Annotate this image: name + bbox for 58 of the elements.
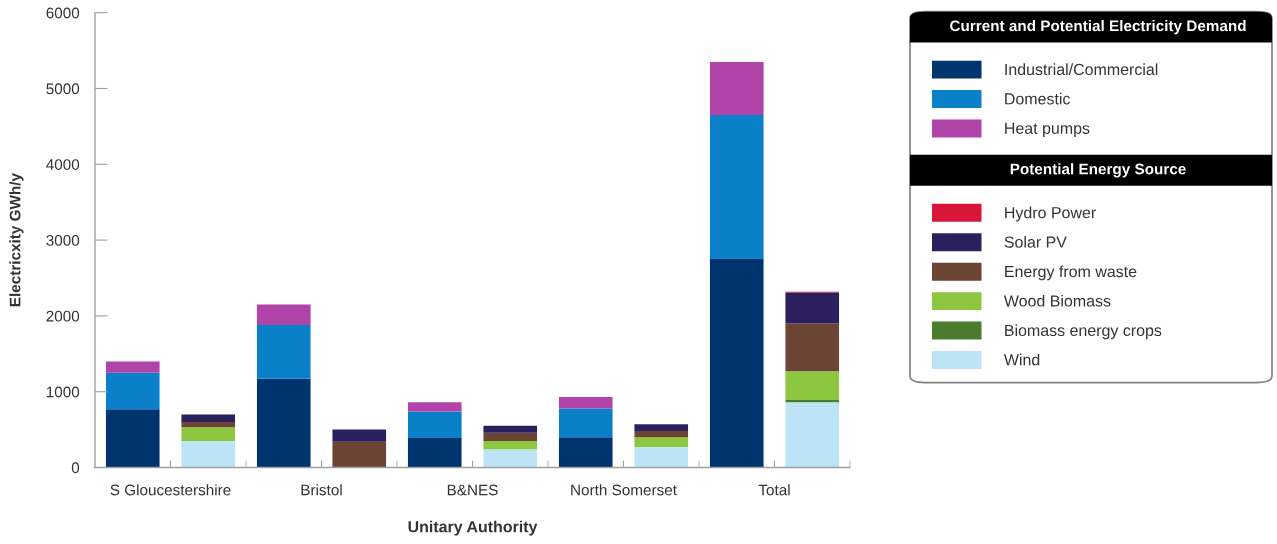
bar <box>785 323 840 372</box>
bar <box>483 440 538 450</box>
bar <box>558 437 613 468</box>
x-tick-label: S Gloucestershire <box>110 484 231 496</box>
legend-label: Wind <box>1003 353 1040 366</box>
bar <box>256 325 311 379</box>
bar <box>256 378 311 468</box>
legend-label: Biomass energy crops <box>1005 324 1162 340</box>
bar <box>634 431 689 438</box>
x-tick-label: North Somerset <box>571 484 677 496</box>
bar <box>407 411 462 438</box>
y-tick-label: 5000 <box>46 83 80 95</box>
bar <box>181 440 236 468</box>
bar <box>407 402 462 412</box>
y-tick-label: 6000 <box>46 7 80 19</box>
bar <box>483 432 538 441</box>
legend-label: Heat pumps <box>1005 122 1090 138</box>
bar <box>256 304 311 325</box>
legend-label: Energy from waste <box>1005 265 1137 281</box>
text: Current and Potential Electricity Demand <box>950 20 1246 35</box>
legend-label: Solar PV <box>1004 236 1067 248</box>
bar <box>709 115 764 260</box>
y-tick-label: 3000 <box>46 234 80 246</box>
bar <box>332 441 387 468</box>
legend-label: Hydro Power <box>1005 206 1096 222</box>
bar <box>709 259 764 468</box>
y-tick-label: 1000 <box>46 386 80 398</box>
bar <box>558 397 613 409</box>
bar <box>181 414 236 423</box>
bar <box>558 408 613 438</box>
bar <box>105 361 160 373</box>
x-axis-title: Unitary Authority <box>408 520 538 536</box>
legend-label: Wood Biomass <box>1003 294 1111 307</box>
bar <box>634 424 689 432</box>
bar <box>634 437 689 448</box>
x-tick-label: Bristol <box>301 484 342 496</box>
bar <box>181 422 236 428</box>
bar <box>785 371 840 401</box>
bar <box>483 449 538 468</box>
bar <box>105 372 160 410</box>
x-tick-label: Total <box>758 484 790 496</box>
bar <box>634 447 689 468</box>
x-tick-label: B&NES <box>447 484 498 496</box>
text: Potential Energy Source <box>1010 163 1186 178</box>
bar <box>483 425 538 433</box>
bar <box>785 292 840 324</box>
bar <box>332 429 387 442</box>
bar <box>105 409 160 468</box>
y-tick-label: 4000 <box>46 159 80 170</box>
bar <box>407 437 462 468</box>
bar <box>709 61 764 116</box>
bar <box>181 427 236 441</box>
bar <box>785 402 840 468</box>
legend-label: Domestic <box>1005 92 1071 105</box>
legend-label: Industrial/Commercial <box>1005 63 1158 76</box>
y-tick-label: 2000 <box>46 310 80 322</box>
y-tick-label: 0 <box>71 462 80 474</box>
y-axis-title: Electricxity GWh/y <box>9 173 24 307</box>
